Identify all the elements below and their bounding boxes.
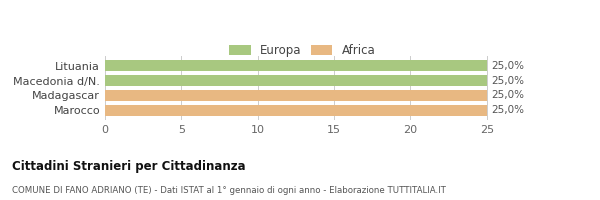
Text: Cittadini Stranieri per Cittadinanza: Cittadini Stranieri per Cittadinanza bbox=[12, 160, 245, 173]
Bar bbox=[105, 105, 487, 116]
Bar bbox=[105, 90, 487, 101]
Text: 25,0%: 25,0% bbox=[491, 90, 524, 100]
Text: 25,0%: 25,0% bbox=[491, 105, 524, 115]
Bar bbox=[105, 75, 487, 86]
Text: 25,0%: 25,0% bbox=[491, 76, 524, 86]
Bar bbox=[105, 60, 487, 71]
Text: COMUNE DI FANO ADRIANO (TE) - Dati ISTAT al 1° gennaio di ogni anno - Elaborazio: COMUNE DI FANO ADRIANO (TE) - Dati ISTAT… bbox=[12, 186, 446, 195]
Text: 25,0%: 25,0% bbox=[491, 61, 524, 71]
Legend: Europa, Africa: Europa, Africa bbox=[229, 44, 376, 57]
